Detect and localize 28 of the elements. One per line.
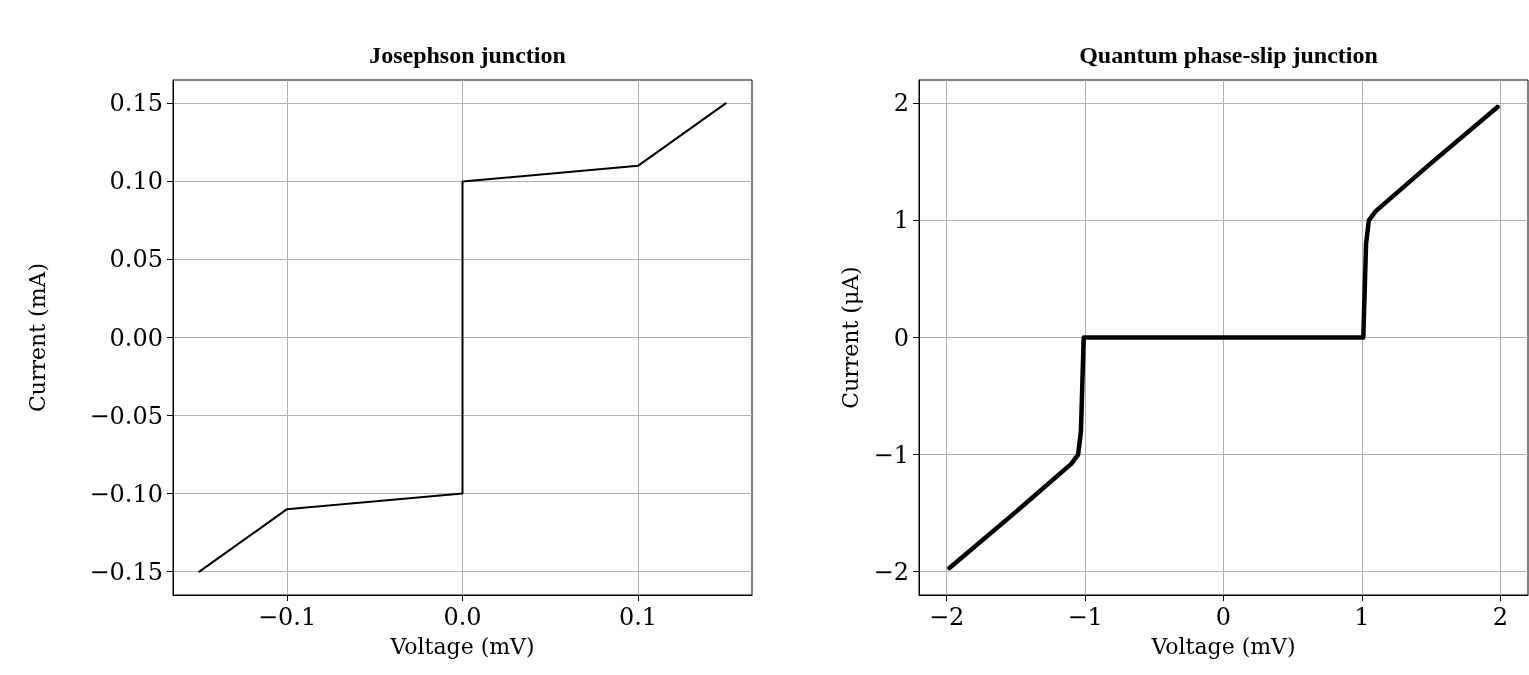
x-tick-label: −1: [1067, 603, 1103, 631]
y-axis-title: Current (μA): [837, 266, 863, 409]
y-tick-label: −2: [873, 557, 909, 586]
y-tick-label: −0.10: [89, 479, 163, 508]
y-tick-label: −0.15: [89, 557, 163, 586]
y-tick-label: 0.10: [109, 167, 163, 196]
y-tick-label: 0.15: [109, 89, 163, 118]
y-axis-title: Current (mA): [24, 263, 50, 412]
x-tick-label: −2: [928, 603, 965, 631]
chart-title: Josephson junction: [369, 42, 566, 68]
x-tick-label: 0: [1215, 603, 1232, 631]
line-series: [198, 102, 727, 573]
y-tick-label: −0.05: [89, 401, 163, 430]
x-tick-label: 0.1: [618, 603, 658, 631]
x-axis-title: Voltage (mV): [389, 633, 535, 659]
chart-title: Quantum phase-slip junction: [1079, 42, 1378, 68]
x-tick-label: −0.1: [257, 603, 317, 631]
x-tick-label: 1: [1354, 603, 1370, 631]
x-tick-label: 2: [1492, 603, 1508, 631]
y-tick-label: 0.05: [109, 245, 163, 274]
y-tick-label: 2: [893, 89, 909, 118]
line-series: [947, 104, 1500, 571]
x-tick-label: 0.0: [443, 603, 482, 631]
y-tick-label: 0.00: [109, 323, 163, 352]
y-tick-label: 1: [893, 206, 909, 235]
x-axis-title: Voltage (mV): [1150, 633, 1296, 659]
y-tick-label: 0: [893, 323, 909, 352]
y-tick-label: −1: [873, 440, 909, 469]
